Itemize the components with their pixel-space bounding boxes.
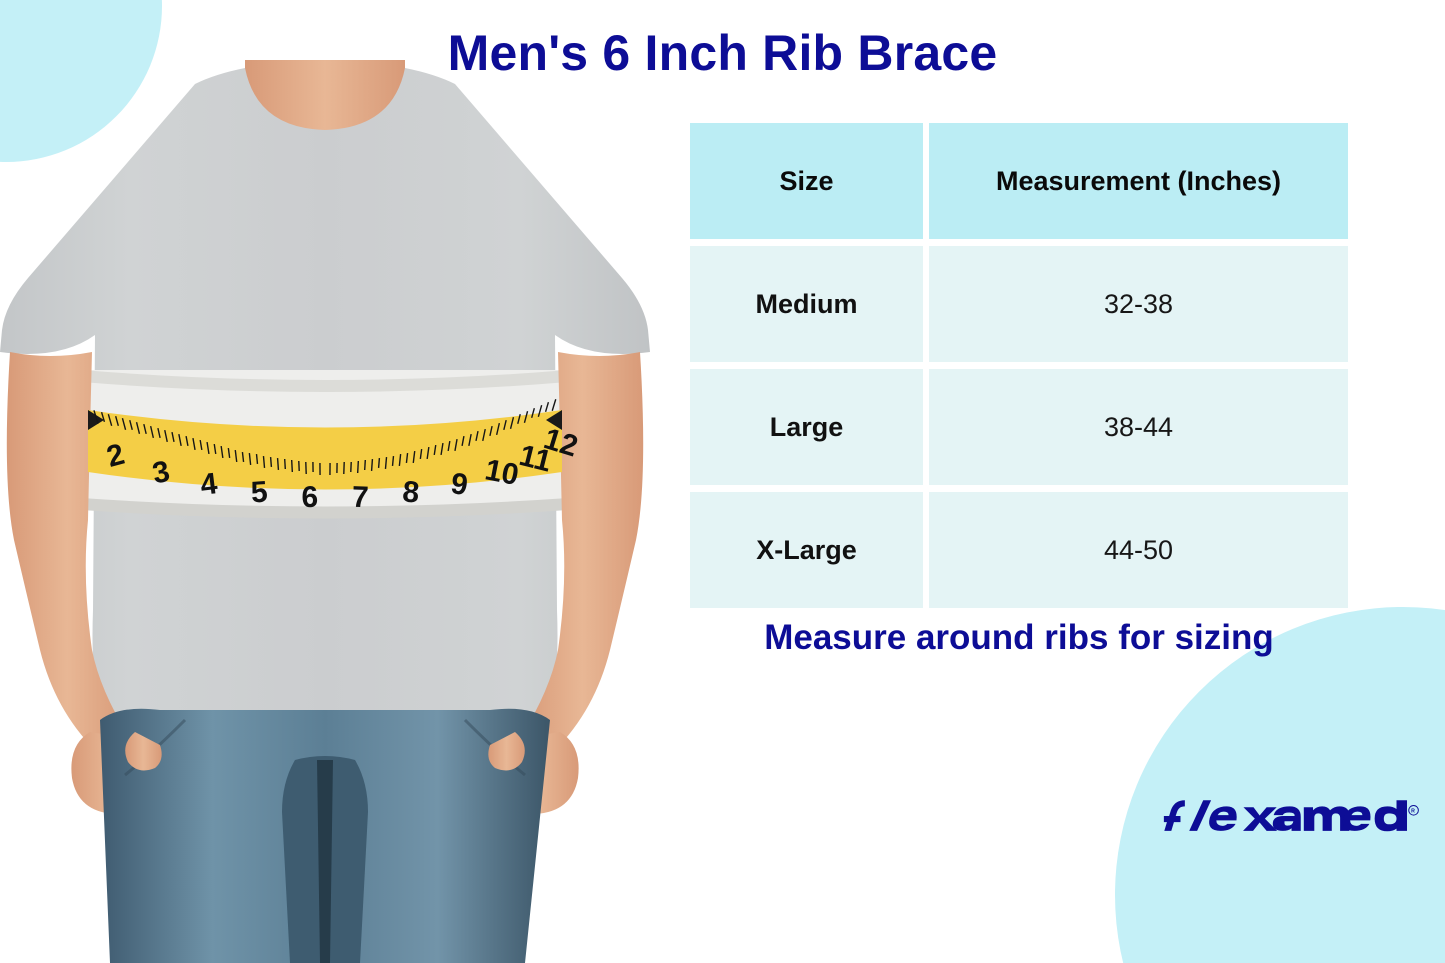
svg-text:5: 5	[250, 475, 269, 509]
svg-text:8: 8	[401, 475, 421, 509]
svg-text:10: 10	[482, 453, 521, 492]
svg-text:R: R	[1411, 808, 1415, 814]
svg-text:7: 7	[351, 481, 369, 515]
svg-text:6: 6	[301, 481, 318, 514]
